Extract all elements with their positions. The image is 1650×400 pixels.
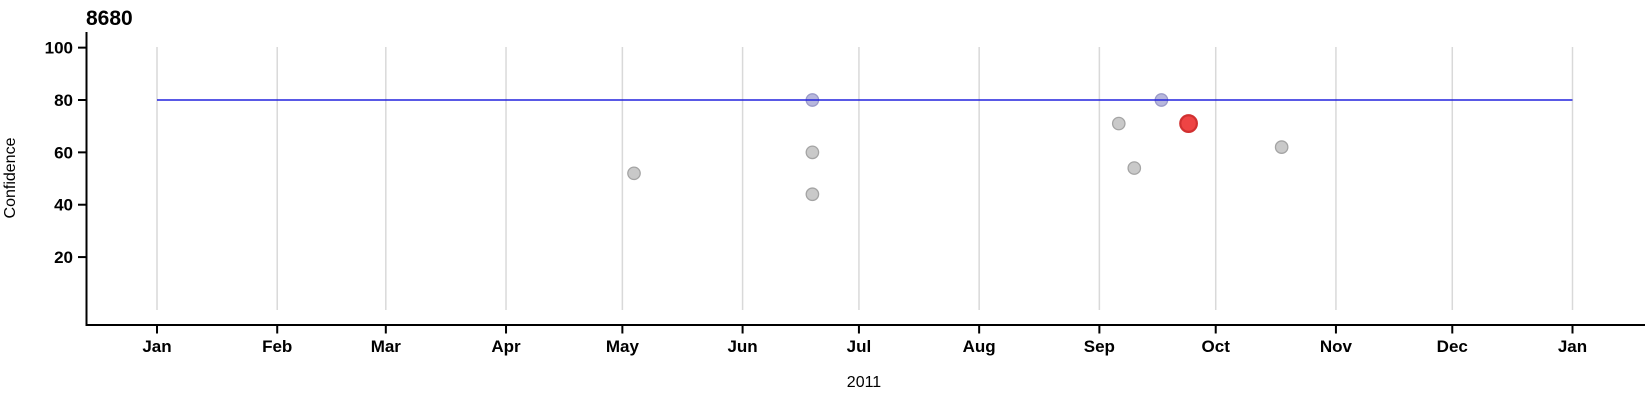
observations-point[interactable] [627,166,641,181]
x-axis-title-year: 2011 [847,374,882,391]
observations-point[interactable] [805,145,820,160]
y-tick-label: 40 [54,196,73,215]
x-tick-label-oct: Oct [1202,337,1231,356]
x-tick-label-apr: Apr [491,337,521,356]
y-tick-label: 20 [54,248,73,267]
gridline-layer [156,47,1574,310]
y-tick-label: 60 [54,143,73,162]
observations-point[interactable] [805,187,820,202]
x-tick-label-may: May [606,337,640,356]
x-tick-label-jun: Jun [727,337,757,356]
axis-layer: 20 40 60 80 100 Jan Feb Mar Apr May Jun Jul Aug Sep Oc… [45,32,1645,356]
y-tick-label: 80 [54,91,73,110]
x-tick-label-jul: Jul [847,337,872,356]
x-tick-label-aug: Aug [963,337,996,356]
observations-point[interactable] [1274,140,1289,154]
x-tick-label-jan: Jan [1558,337,1587,356]
observations-point[interactable] [1127,161,1142,175]
highlighted-observation-point[interactable] [1179,114,1198,133]
x-tick-label-feb: Feb [262,337,292,356]
chart-title: 8680 [86,7,133,30]
data-point-layer [627,93,1289,202]
y-tick-label: 100 [45,39,73,58]
x-tick-label-mar: Mar [371,337,402,356]
x-tick-label-dec: Dec [1437,337,1468,356]
y-axis-title: Confidence [2,137,19,218]
highlighted-point-layer [1179,114,1198,133]
observations-point[interactable] [1111,116,1126,131]
x-tick-label-nov: Nov [1320,337,1353,356]
x-tick-label-jan: Jan [142,337,171,356]
x-tick-label-sep: Sep [1084,337,1115,356]
